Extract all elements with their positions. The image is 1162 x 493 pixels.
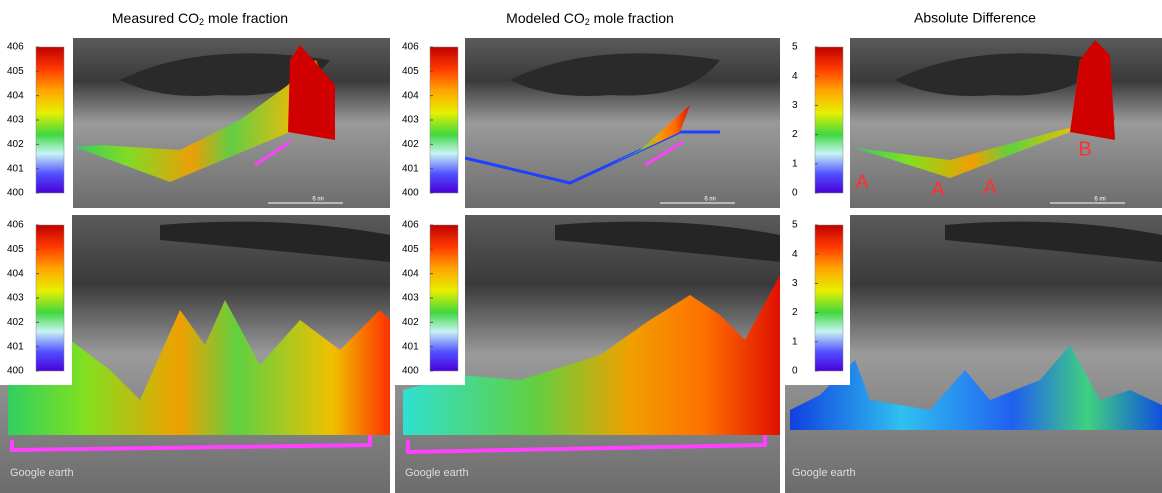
colorbar-tick-label: 400	[7, 188, 24, 199]
colorbar-tick-label: 0	[792, 366, 798, 377]
colorbar-tick-label: 405	[402, 66, 419, 77]
colorbar-tick-label: 400	[402, 188, 419, 199]
title-text: mole fraction	[204, 10, 288, 26]
colorbar-tick-label: 405	[7, 66, 24, 77]
colorbar	[815, 47, 843, 193]
colorbar-tick-label: 2	[792, 307, 798, 318]
colorbar-tick-label: 405	[7, 244, 24, 255]
colorbar-tick-label: 2	[792, 129, 798, 140]
column-title: Modeled CO2 mole fraction	[506, 10, 674, 28]
colorbar-tick-label: 403	[402, 293, 419, 304]
colorbar	[430, 225, 458, 371]
colorbar-tick-label: 406	[7, 220, 24, 231]
column-title: Absolute Difference	[914, 10, 1036, 26]
annotation: B	[1078, 138, 1091, 160]
colorbar-tick-label: 404	[7, 268, 24, 279]
colorbar-tick-label: 403	[7, 115, 24, 126]
title-text: Measured CO	[112, 10, 199, 26]
colorbar-tick-label: 1	[792, 158, 798, 169]
colorbar-tick-label: 401	[402, 163, 419, 174]
colorbar	[430, 47, 458, 193]
colorbar-tick-label: 405	[402, 244, 419, 255]
colorbar-tick-label: 5	[792, 220, 798, 231]
scale-label: 6 mi	[1094, 197, 1105, 203]
colorbar-tick-label: 406	[7, 42, 24, 53]
colorbar-tick-label: 401	[7, 341, 24, 352]
colorbar-tick-label: 400	[402, 366, 419, 377]
colorbar-tick-label: 5	[792, 42, 798, 53]
figure: Measured CO2 mole fraction Modeled CO2 m…	[0, 0, 1162, 493]
colorbar-tick-label: 401	[402, 341, 419, 352]
colorbar-tick-label: 403	[402, 115, 419, 126]
colorbar-tick-label: 406	[402, 42, 419, 53]
colorbar-tick-label: 400	[7, 366, 24, 377]
colorbar-tick-label: 404	[7, 90, 24, 101]
scale-label: 6 mi	[704, 197, 715, 203]
colorbar	[815, 225, 843, 371]
logo: Google earth	[792, 467, 856, 479]
title-text: mole fraction	[590, 10, 674, 26]
annotation: A	[855, 171, 869, 193]
colorbar-tick-label: 404	[402, 90, 419, 101]
column-title: Measured CO2 mole fraction	[112, 10, 288, 28]
scale-label: 6 mi	[312, 197, 323, 203]
colorbar-tick-label: 406	[402, 220, 419, 231]
colorbar-tick-label: 4	[792, 249, 798, 260]
title-text: Modeled CO	[506, 10, 585, 26]
colorbar-tick-label: 4	[792, 71, 798, 82]
colorbar	[36, 225, 64, 371]
logo: Google earth	[405, 467, 469, 479]
colorbar-tick-label: 3	[792, 278, 798, 289]
colorbar-tick-label: 0	[792, 188, 798, 199]
logo: Google earth	[10, 467, 74, 479]
annotation: A	[983, 176, 997, 198]
colorbar-tick-label: 402	[7, 139, 24, 150]
colorbar-tick-label: 402	[7, 317, 24, 328]
colorbar-tick-label: 3	[792, 100, 798, 111]
colorbar-tick-label: 402	[402, 317, 419, 328]
colorbar-tick-label: 401	[7, 163, 24, 174]
colorbar	[36, 47, 64, 193]
colorbar-tick-label: 403	[7, 293, 24, 304]
colorbar-tick-label: 1	[792, 336, 798, 347]
annotation: A	[931, 178, 945, 200]
colorbar-tick-label: 402	[402, 139, 419, 150]
colorbar-tick-label: 404	[402, 268, 419, 279]
